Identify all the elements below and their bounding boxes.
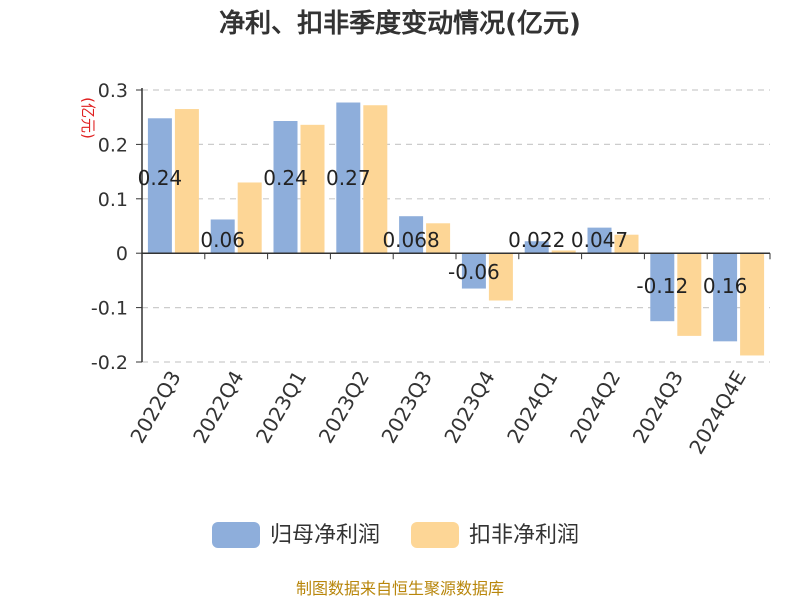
data-label: 0.24 (263, 166, 308, 190)
x-tick-label: 2023Q4 (439, 367, 499, 448)
bar-deducted-profit-2023Q3[interactable] (426, 223, 451, 254)
chart-title: 净利、扣非季度变动情况(亿元) (219, 8, 581, 39)
x-tick-label: 2023Q2 (314, 367, 374, 448)
data-label: 0.16 (703, 274, 748, 298)
bar-net-profit-2022Q4[interactable] (210, 219, 235, 254)
y-tick-label: -0.1 (91, 298, 128, 320)
x-tick-label: 2023Q3 (376, 367, 436, 448)
bar-net-profit-2022Q3[interactable] (147, 118, 172, 254)
legend-swatch-deducted-profit[interactable] (411, 522, 459, 548)
y-tick-label: 0 (116, 243, 128, 265)
bar-net-profit-2024Q3[interactable] (650, 253, 675, 322)
x-tick-label: 2024Q3 (628, 367, 688, 448)
data-label: 0.24 (138, 166, 183, 190)
data-label: 0.047 (571, 228, 628, 252)
x-tick-label: 2024Q1 (502, 367, 562, 448)
y-tick-label: -0.2 (91, 352, 128, 374)
x-tick-label: 2024Q4E (684, 367, 751, 459)
bar-deducted-profit-2024Q1[interactable] (551, 250, 576, 254)
bar-net-profit-2023Q3[interactable] (399, 216, 424, 254)
legend-swatch-net-profit[interactable] (212, 522, 260, 548)
bar-net-profit-2024Q2[interactable] (587, 227, 612, 254)
data-label: -0.06 (448, 260, 500, 284)
data-labels: 0.24 0.06 0.24 0.27 0.068 -0.06 0.022 0.047 -0.1… (138, 166, 748, 298)
data-label: 0.06 (200, 228, 245, 252)
bar-deducted-profit-2022Q4[interactable] (237, 182, 262, 254)
x-tick-label: 2024Q2 (565, 367, 625, 448)
bar-deducted-profit-2023Q4[interactable] (488, 253, 513, 301)
data-label: -0.12 (636, 274, 688, 298)
bars (147, 102, 765, 356)
bar-net-profit-2024Q1[interactable] (524, 241, 549, 254)
x-axis-ticks: 2022Q3 2022Q4 2023Q1 2023Q2 2023Q3 2023Q4 2024… (125, 367, 751, 459)
data-label: 0.022 (508, 228, 565, 252)
data-label: 0.068 (382, 228, 439, 252)
y-axis-label: (亿元) (79, 97, 97, 139)
bar-deducted-profit-2024Q4E[interactable] (740, 253, 765, 356)
bar-deducted-profit-2024Q2[interactable] (614, 234, 639, 254)
bar-deducted-profit-2024Q3[interactable] (677, 253, 702, 336)
bar-deducted-profit-2023Q2[interactable] (363, 105, 388, 254)
source-note: 制图数据来自恒生聚源数据库 (296, 579, 504, 598)
axes (141, 88, 771, 362)
data-label: 0.27 (326, 166, 371, 190)
legend-label-deducted-profit[interactable]: 扣非净利润 (469, 523, 579, 548)
y-tick-label: 0.2 (98, 134, 128, 156)
legend: 归母净利润 扣非净利润 (212, 522, 579, 548)
bar-net-profit-2023Q4[interactable] (461, 253, 486, 289)
grid-lines (142, 89, 770, 363)
y-tick-label: 0.3 (98, 80, 128, 102)
bar-deducted-profit-2022Q3[interactable] (174, 109, 199, 254)
legend-label-net-profit[interactable]: 归母净利润 (270, 523, 380, 548)
bar-net-profit-2023Q2[interactable] (336, 102, 361, 254)
x-tick-label: 2023Q1 (251, 367, 311, 448)
x-tick-label: 2022Q4 (188, 367, 248, 448)
bar-net-profit-2024Q4E[interactable] (713, 253, 738, 342)
x-tick-label: 2022Q3 (125, 367, 185, 448)
bar-deducted-profit-2023Q1[interactable] (300, 124, 325, 254)
y-axis-ticks: 0.3 0.2 0.1 0 -0.1 -0.2 (91, 80, 142, 374)
bar-net-profit-2023Q1[interactable] (273, 121, 298, 254)
y-tick-label: 0.1 (98, 189, 128, 211)
